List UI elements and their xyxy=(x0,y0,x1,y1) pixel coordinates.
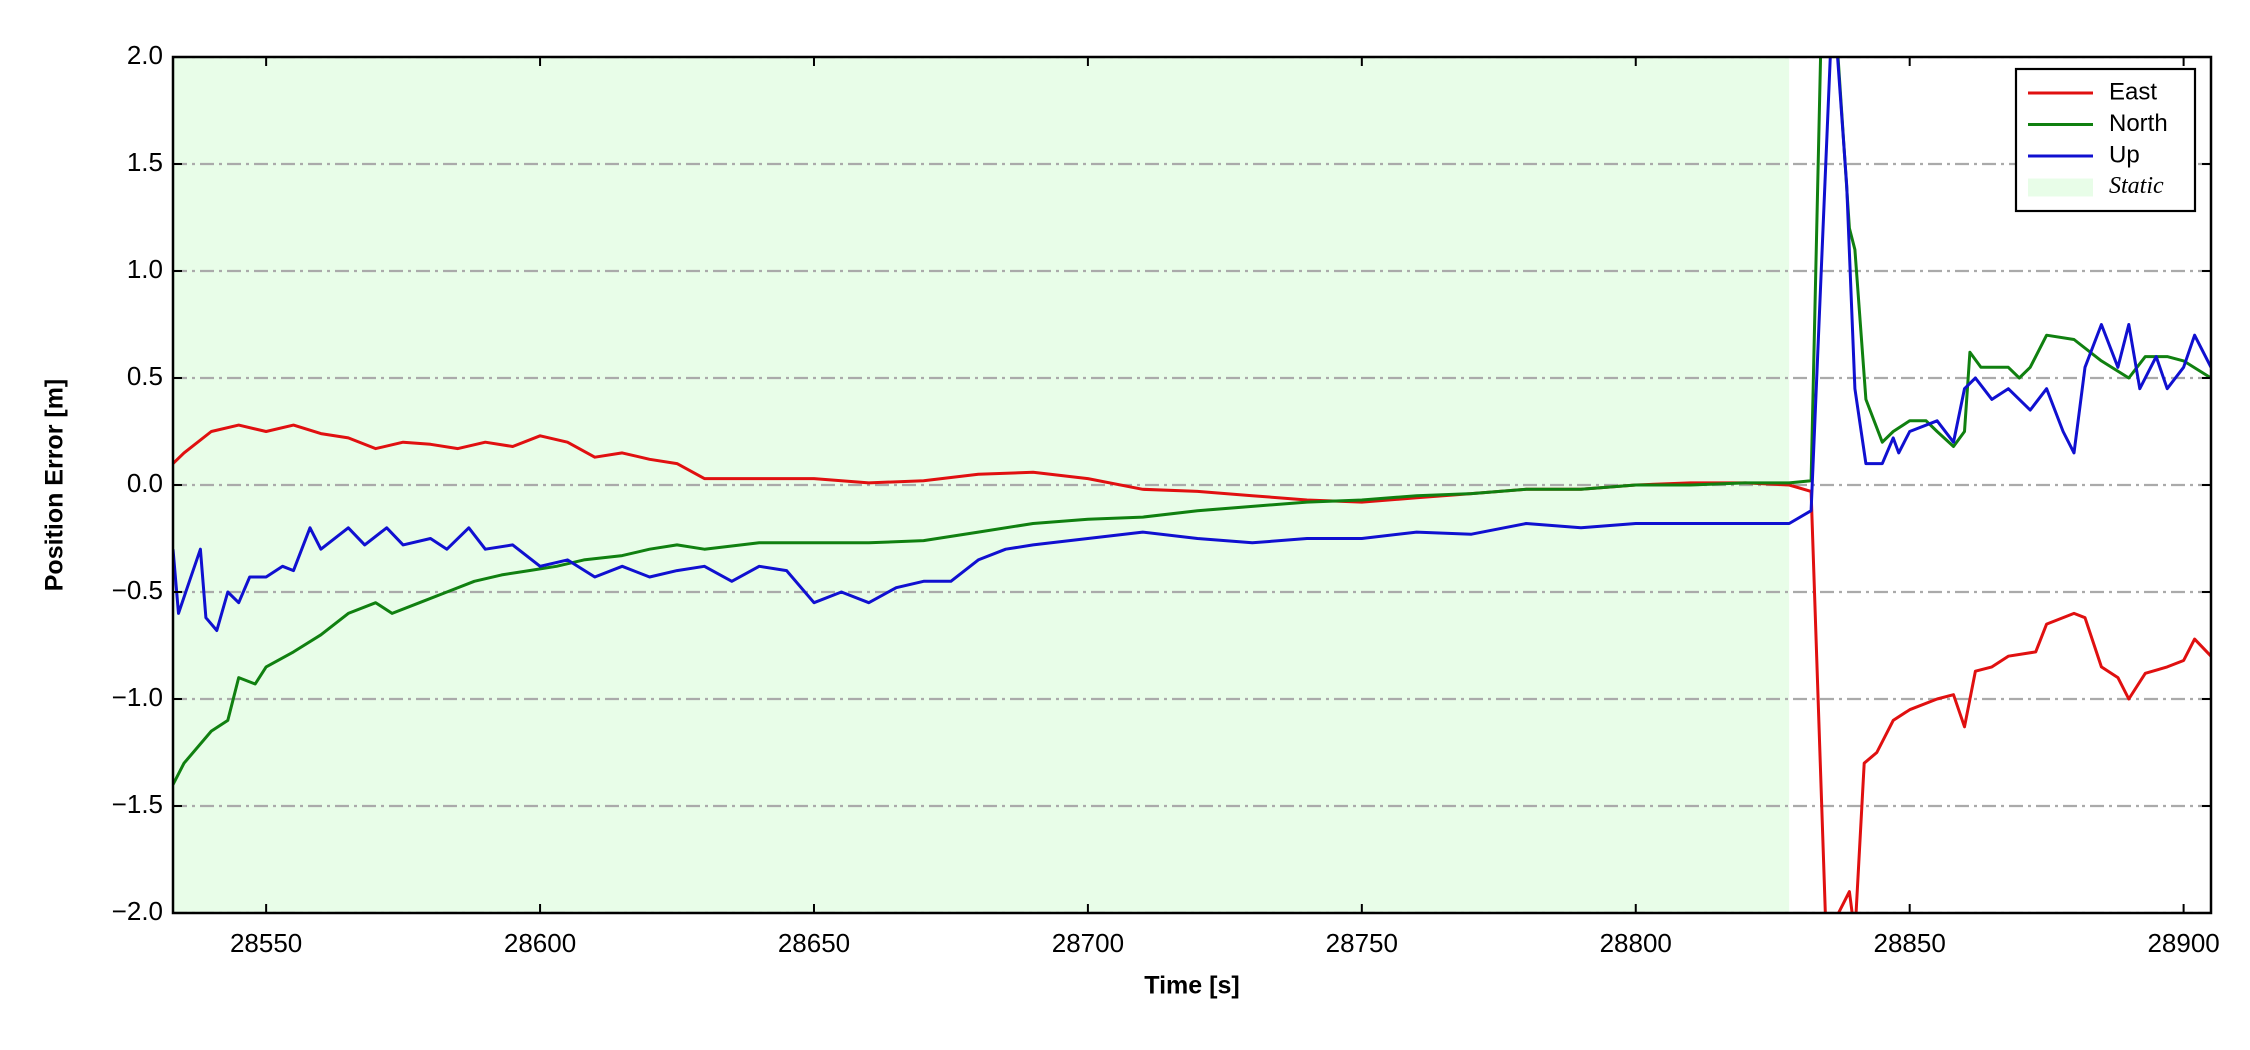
y-tick-label: 2.0 xyxy=(127,40,163,70)
static-span xyxy=(173,57,1790,913)
y-tick-label: 1.5 xyxy=(127,147,163,177)
legend-label: North xyxy=(2109,110,2168,137)
y-axis-label: Position Error [m] xyxy=(41,379,69,592)
legend-label: East xyxy=(2109,78,2157,105)
y-tick-label: 0.5 xyxy=(127,361,163,391)
x-tick-label: 28700 xyxy=(1052,928,1124,958)
x-tick-label: 28750 xyxy=(1326,928,1398,958)
x-tick-label: 28850 xyxy=(1874,928,1946,958)
legend: East North Up Static xyxy=(2014,67,2197,213)
x-tick-label: 28550 xyxy=(230,928,302,958)
y-tick-label: −1.5 xyxy=(112,789,163,819)
legend-label: Up xyxy=(2109,141,2140,168)
y-tick-label: 1.0 xyxy=(127,254,163,284)
legend-label: Static xyxy=(2109,173,2164,199)
x-axis-label: Time [s] xyxy=(1144,972,1239,1000)
plot-frame xyxy=(171,55,2213,915)
series-line xyxy=(173,57,2211,632)
y-tick-label: −2.0 xyxy=(112,896,163,926)
x-tick-label: 28900 xyxy=(2147,928,2219,958)
x-tick-label: 28800 xyxy=(1600,928,1672,958)
y-tick-label: −0.5 xyxy=(112,575,163,605)
y-tick-label: −1.0 xyxy=(112,682,163,712)
series-line xyxy=(173,57,2211,786)
y-tick-label: 0.0 xyxy=(127,468,163,498)
x-tick-label: 28650 xyxy=(778,928,850,958)
x-tick-label: 28600 xyxy=(504,928,576,958)
legend-swatch xyxy=(2028,178,2093,197)
plot-area xyxy=(173,57,2211,913)
